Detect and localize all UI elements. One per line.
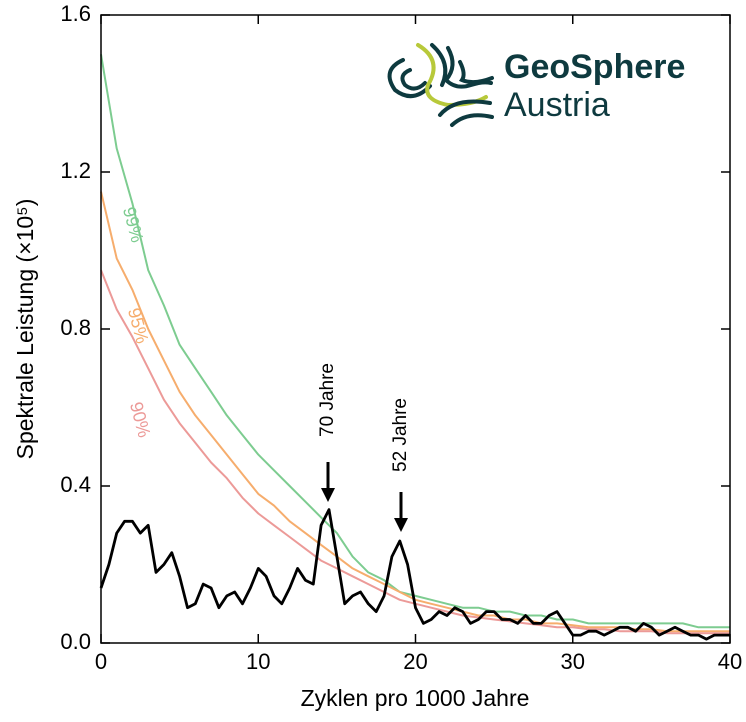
logo-title: GeoSphere xyxy=(504,48,685,86)
logo-swirl xyxy=(387,58,432,98)
annotation-arrowhead xyxy=(321,488,335,502)
series-line xyxy=(99,508,730,641)
x-axis-label: Zyklen pro 1000 Jahre xyxy=(301,685,530,711)
y-tick-label: 0.4 xyxy=(60,472,91,497)
series-line xyxy=(100,54,730,629)
y-axis-label: Spektrale Leistung (×10⁵) xyxy=(12,199,38,460)
y-tick-label: 0.8 xyxy=(60,315,91,340)
x-tick-label: 40 xyxy=(718,649,742,674)
series-line xyxy=(100,191,730,633)
x-tick-label: 20 xyxy=(403,649,427,674)
y-tick-label: 1.2 xyxy=(60,158,91,183)
annotation-arrowhead xyxy=(394,518,408,532)
series-label: 90% xyxy=(126,400,155,440)
logo-swirl xyxy=(400,68,427,91)
logo-swirl xyxy=(438,99,492,117)
annotation: 70 Jahre xyxy=(317,363,338,437)
annotation: 52 Jahre xyxy=(390,398,411,472)
series-label: 95% xyxy=(124,306,153,346)
logo-swirl xyxy=(430,43,448,87)
plot-frame xyxy=(100,14,731,644)
y-tick-label: 0.0 xyxy=(60,629,91,654)
y-tick-label: 1.6 xyxy=(60,1,91,26)
logo-swirl xyxy=(458,60,494,85)
logo-icon xyxy=(387,43,494,127)
logo-swirl xyxy=(450,113,494,127)
series-line xyxy=(100,269,730,635)
series-label: 99% xyxy=(119,205,148,245)
x-tick-label: 10 xyxy=(246,649,270,674)
logo-subtitle: Austria xyxy=(504,86,610,124)
x-tick-label: 0 xyxy=(95,649,107,674)
x-tick-label: 30 xyxy=(561,649,585,674)
